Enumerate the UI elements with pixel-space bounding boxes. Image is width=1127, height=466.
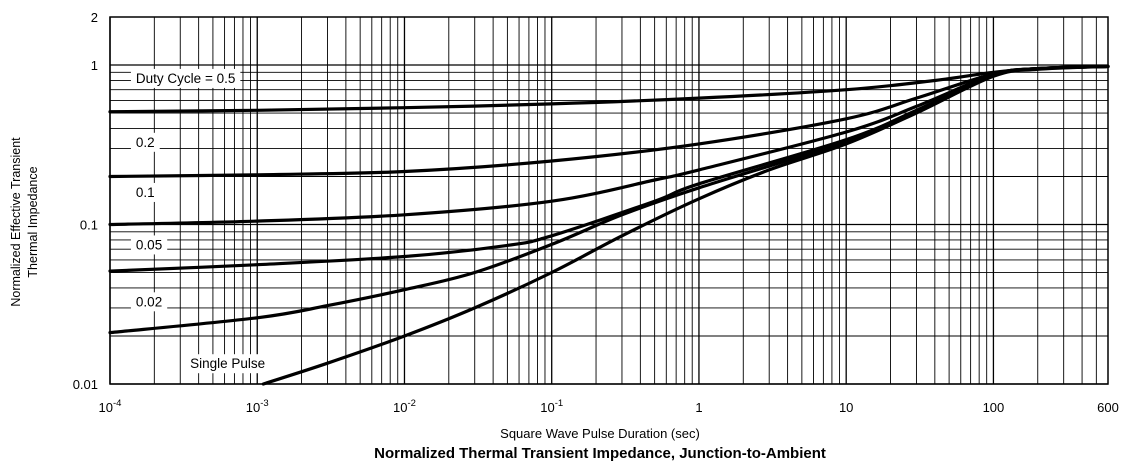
series-label: 0.1 [136,185,155,200]
x-tick-label: 10-2 [393,398,416,415]
y-tick-label: 0.1 [80,218,98,233]
tick-labels: 10-4 10-3 10-2 10-1 1 10 100 600 2 1 0.1 0.01 [73,10,1119,415]
series-line [108,64,1110,179]
plot-frame [109,16,1109,385]
x-tick-label: 100 [983,400,1005,415]
y-axis-label-line-1: Normalized Effective Transient [9,137,23,307]
series-label-background [130,292,168,312]
series-label-background [185,354,271,374]
y-axis-label-line-2: Thermal Impedance [26,166,40,277]
x-tick-label: 600 [1097,400,1119,415]
x-tick-label: 1 [695,400,702,415]
series-line [261,64,1110,386]
series-label: Single Pulse [190,356,265,371]
series-curves [108,64,1110,386]
series-label-background [130,235,168,255]
y-tick-label: 1 [91,58,98,73]
x-axis-label: Square Wave Pulse Duration (sec) [500,426,700,441]
grid-lines [109,16,1109,385]
chart-title: Normalized Thermal Transient Impedance, … [374,445,826,462]
series-label-background [130,132,160,152]
series-label: 0.02 [136,294,162,309]
x-tick-label: 10-1 [540,398,563,415]
x-tick-label: 10-3 [246,398,269,415]
y-tick-label: 2 [91,10,98,25]
series-label: 0.2 [136,135,155,150]
series-label: Duty Cycle = 0.5 [136,71,235,86]
series-labels: Duty Cycle = 0.5 0.2 0.1 0.05 0.02 Single Pul… [130,68,271,374]
y-tick-label: 0.01 [73,377,98,392]
x-tick-label: 10 [839,400,853,415]
series-label-background [130,182,160,202]
series-line [108,64,1110,335]
series-label: 0.05 [136,237,162,252]
series-label-background [130,68,241,88]
x-tick-label: 10-4 [99,398,122,415]
